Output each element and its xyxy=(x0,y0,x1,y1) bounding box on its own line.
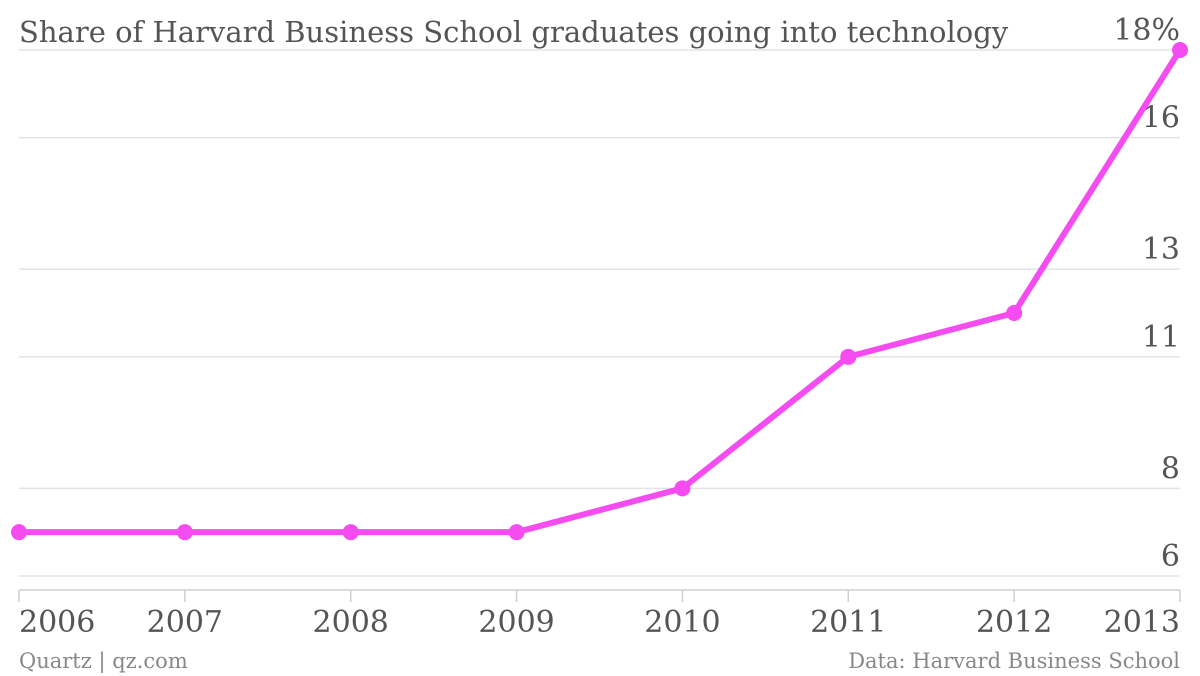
data-point xyxy=(342,524,359,541)
y-axis-labels: 6 8 11 13 16 18% xyxy=(1113,13,1180,574)
series-layer xyxy=(11,42,1188,541)
data-point xyxy=(508,524,525,541)
x-axis: 2006 2007 2008 2009 2010 2011 2012 2013 xyxy=(18,589,1181,640)
data-point xyxy=(840,348,857,365)
x-tick-label: 2007 xyxy=(147,605,223,640)
y-gridlines xyxy=(19,49,1180,577)
y-tick-label: 18% xyxy=(1113,13,1180,48)
x-tick-label: 2013 xyxy=(1104,605,1180,640)
y-tick-label: 13 xyxy=(1142,232,1180,267)
y-tick-label: 8 xyxy=(1161,451,1180,486)
data-point xyxy=(1006,305,1023,321)
data-point xyxy=(1172,42,1188,58)
x-tick-label: 2008 xyxy=(313,605,389,640)
data-point xyxy=(176,524,193,541)
series-line xyxy=(16,47,1183,536)
chart-title: Share of Harvard Business School graduat… xyxy=(19,15,1009,49)
x-tick-label: 2012 xyxy=(976,605,1052,640)
y-tick-label: 6 xyxy=(1161,539,1180,574)
source-credit: Quartz | qz.com xyxy=(19,649,188,674)
y-tick-label: 16 xyxy=(1142,101,1180,136)
data-point xyxy=(11,524,27,541)
x-tick-label: 2011 xyxy=(810,605,886,640)
y-tick-label: 11 xyxy=(1142,320,1180,355)
x-tick-label: 2009 xyxy=(478,605,554,640)
x-tick-label: 2006 xyxy=(19,605,95,640)
data-source: Data: Harvard Business School xyxy=(848,649,1180,673)
data-point xyxy=(674,480,691,497)
x-tick-label: 2010 xyxy=(644,605,720,640)
